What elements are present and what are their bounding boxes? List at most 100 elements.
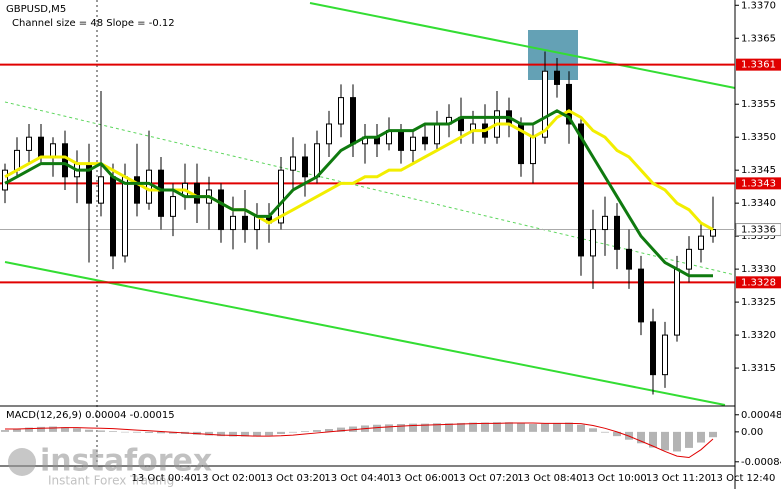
candle-body <box>650 321 656 376</box>
x-tick-label: 13 Oct 02:00 <box>196 473 261 484</box>
candle-body <box>434 123 440 145</box>
macd-bar <box>241 431 249 437</box>
chart-subtitle: Channel size = 48 Slope = -0.12 <box>12 18 175 29</box>
candle-body <box>290 156 296 171</box>
macd-bar <box>553 422 561 432</box>
candle-body <box>278 169 284 224</box>
candle-body <box>242 215 248 231</box>
macd-bar <box>481 422 489 432</box>
macd-bar <box>373 424 381 432</box>
candle-body <box>302 156 308 178</box>
candle-body <box>26 136 32 151</box>
candle-body <box>158 169 164 217</box>
x-tick-label: 13 Oct 10:00 <box>582 473 647 484</box>
macd-bar <box>697 431 705 443</box>
macd-bar <box>589 428 597 432</box>
macd-bar <box>253 431 261 437</box>
level-label-box <box>736 58 781 71</box>
candle-body <box>686 248 692 270</box>
candle-body <box>398 130 404 151</box>
macd-bar <box>145 431 153 433</box>
macd-bar <box>313 430 321 432</box>
x-tick-label: 13 Oct 06:00 <box>389 473 454 484</box>
y-tick-label: 1.3320 <box>741 330 776 341</box>
chart-title: GBPUSD,M5 <box>6 4 66 15</box>
y-tick-label: 1.3335 <box>741 231 776 242</box>
macd-bar <box>169 431 177 434</box>
macd-bar <box>445 423 453 432</box>
y-tick-label: 0.00048 <box>741 410 781 421</box>
macd-bar <box>433 423 441 432</box>
candle-body <box>662 334 668 376</box>
level-label-box <box>736 177 781 190</box>
candle-body <box>146 169 152 204</box>
y-tick-label: 1.3325 <box>741 297 776 308</box>
macd-bar <box>25 427 33 432</box>
candle-body <box>122 176 128 257</box>
candle-body <box>326 123 332 145</box>
macd-bar <box>205 431 213 436</box>
candle-body <box>110 176 116 257</box>
macd-bar <box>505 422 513 432</box>
macd-bar <box>565 422 573 432</box>
x-tick-label: 13 Oct 07:20 <box>453 473 518 484</box>
candle-body <box>542 70 548 138</box>
macd-bar <box>325 429 333 432</box>
level-label: 1.3328 <box>741 277 776 288</box>
macd-bar <box>613 431 621 437</box>
y-tick-label: 1.3345 <box>741 165 776 176</box>
candle-body <box>38 136 44 158</box>
channel-top <box>309 2 736 89</box>
macd-bar <box>349 426 357 432</box>
candle-body <box>530 136 536 165</box>
x-tick-label: 13 Oct 04:40 <box>324 473 389 484</box>
macd-bar <box>229 431 237 437</box>
macd-bar <box>457 422 465 432</box>
level-label-box <box>736 276 781 289</box>
macd-bar <box>529 424 537 432</box>
macd-bar <box>397 424 405 432</box>
candle-body <box>194 182 200 204</box>
macd-bar <box>265 431 273 436</box>
candle-body <box>134 176 140 204</box>
moving-average <box>4 109 713 278</box>
y-tick-label: 0.00 <box>741 427 763 438</box>
candle-body <box>410 136 416 151</box>
y-tick-label: 1.3340 <box>741 198 776 209</box>
candle-body <box>230 215 236 231</box>
watermark-brand: instaforex <box>40 444 212 479</box>
watermark: instaforex Instant Forex Trading <box>8 444 212 488</box>
macd-bar <box>97 430 105 432</box>
candle-body <box>566 83 572 125</box>
macd-bar <box>217 431 225 437</box>
y-tick-label: 1.3355 <box>741 99 776 110</box>
macd-title: MACD(12,26,9) 0.00004 -0.00015 <box>6 410 175 421</box>
y-tick-label: 1.3370 <box>741 0 776 11</box>
x-tick-label: 13 Oct 08:40 <box>517 473 582 484</box>
macd-bar <box>421 423 429 432</box>
macd-bar <box>301 431 309 432</box>
level-label: 1.3361 <box>741 60 776 71</box>
macd-bar <box>385 424 393 432</box>
current-price-box <box>735 223 781 237</box>
macd-bar <box>649 431 657 448</box>
macd-bar <box>49 426 57 432</box>
macd-bar <box>601 431 609 433</box>
macd-bar <box>109 431 117 432</box>
macd-bar <box>541 423 549 432</box>
level-label: 1.3343 <box>741 178 776 189</box>
candle-body <box>170 196 176 217</box>
macd-bar <box>289 431 297 433</box>
macd-bar <box>409 423 417 432</box>
macd-bar <box>13 429 21 432</box>
candle-body <box>710 229 716 237</box>
macd-bar <box>85 429 93 432</box>
macd-bar <box>517 422 525 432</box>
y-tick-label: 1.3330 <box>741 264 776 275</box>
macd-bar <box>1 430 9 432</box>
candle-body <box>698 235 704 250</box>
macd-bar <box>577 424 585 432</box>
macd-bar <box>73 428 81 432</box>
macd-bar <box>673 431 681 452</box>
